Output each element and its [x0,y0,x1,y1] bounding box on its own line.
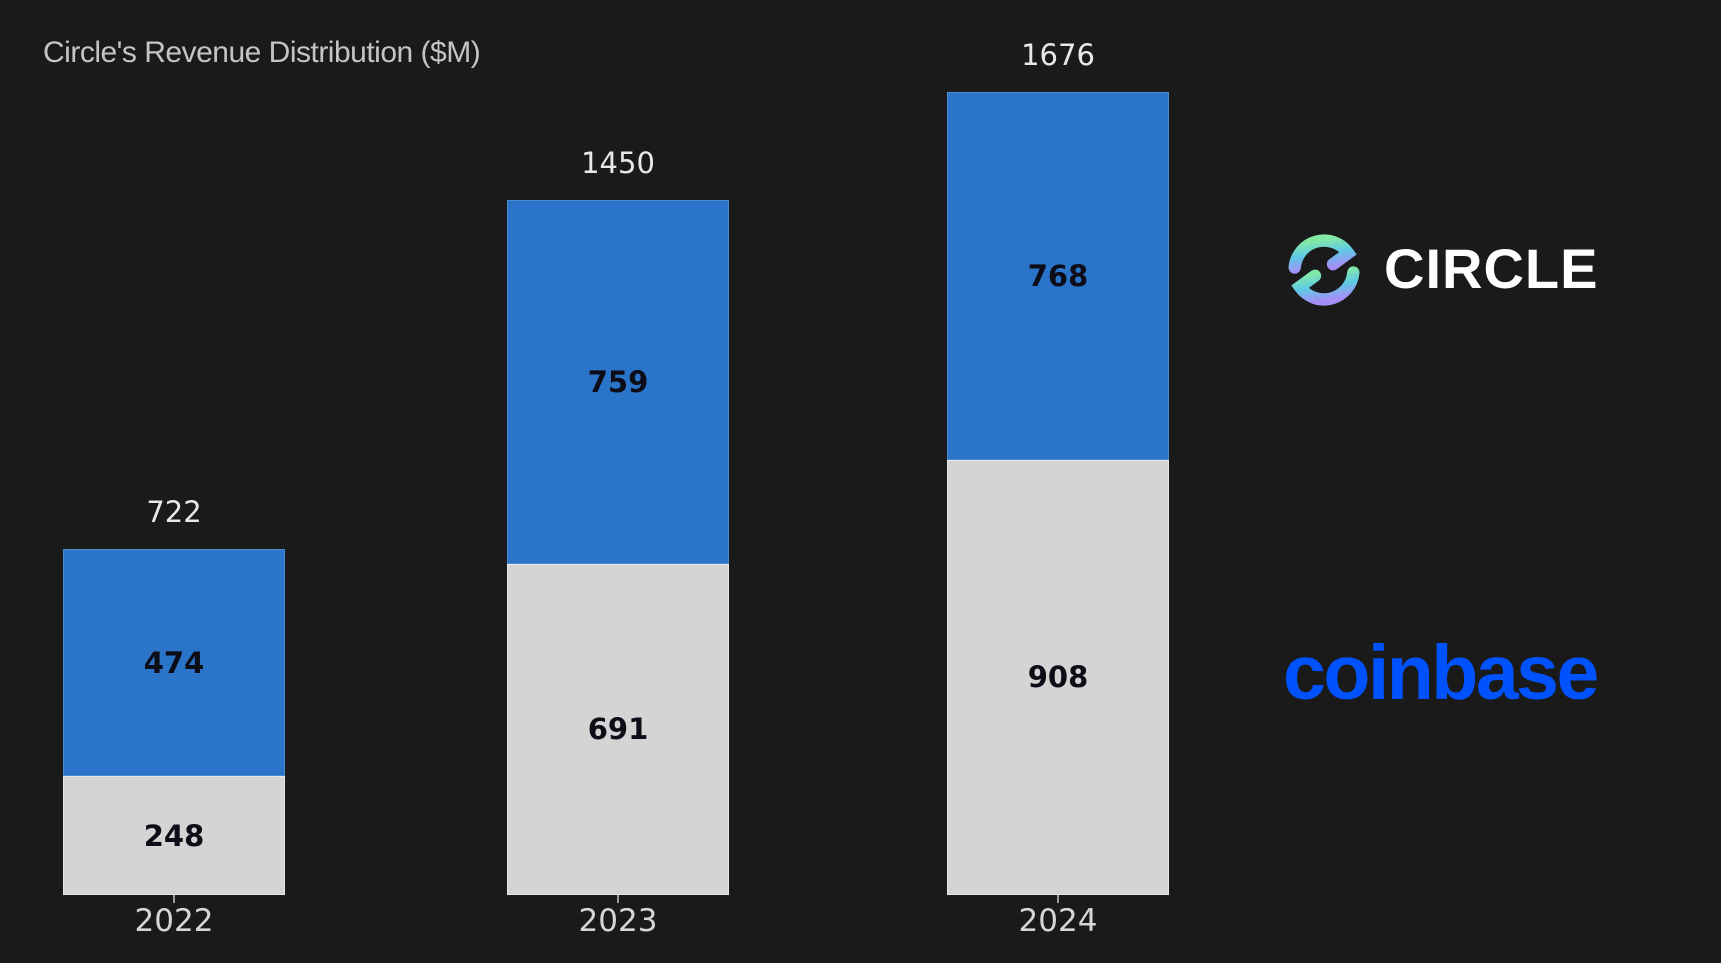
x-tick-label-2022: 2022 [134,903,214,939]
bar-value-label: 691 [587,712,649,747]
bar-value-label: 768 [1027,258,1089,293]
bar-segment-coinbase-2022 [63,776,285,895]
bar-segment-coinbase-2024 [947,459,1169,895]
chart-title: Circle's Revenue Distribution ($M) [43,36,481,69]
circle-logo: CIRCLE [1283,229,1598,311]
bar-segment-circle-2022 [63,549,285,777]
coinbase-logo: coinbase [1283,635,1599,712]
bar-total-label: 1450 [581,146,655,181]
x-tick [617,895,619,903]
x-tick-label-2024: 2024 [1018,903,1098,939]
x-tick-label-2023: 2023 [578,903,658,939]
bar-segment-circle-2024 [947,92,1169,460]
bar-segment-circle-2023 [507,200,729,564]
x-tick [173,895,175,903]
bar-value-label: 908 [1027,660,1089,695]
bar-total-label: 722 [146,495,202,530]
bar-segment-coinbase-2023 [507,563,729,895]
coinbase-wordmark: coinbase [1283,630,1599,716]
bar-total-label: 1676 [1021,38,1095,72]
circle-icon [1288,234,1360,306]
bar-value-label: 759 [587,365,649,400]
bar-value-label: 474 [143,645,205,680]
circle-wordmark: CIRCLE [1384,236,1599,300]
x-tick [1057,895,1059,903]
bar-value-label: 248 [143,818,205,853]
